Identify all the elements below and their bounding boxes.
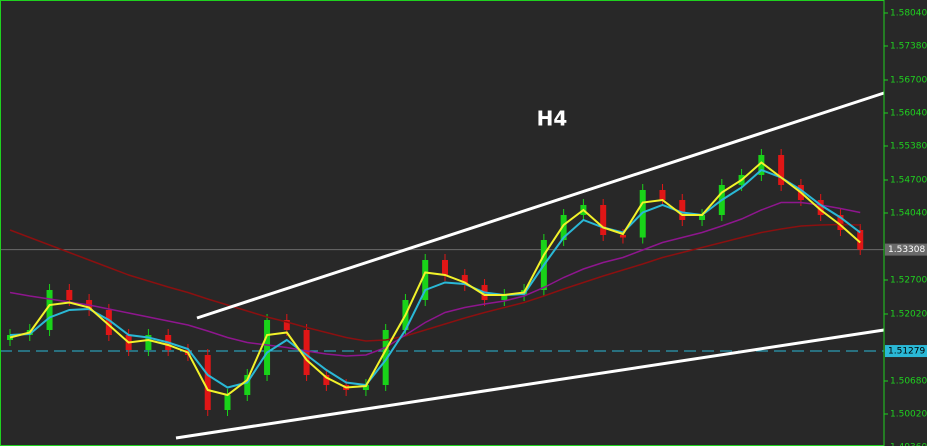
candle-body — [66, 290, 73, 300]
y-tick-label: 1.57380 — [890, 42, 927, 52]
candle-body — [224, 395, 231, 410]
candle-body — [857, 230, 864, 250]
candle-body — [817, 200, 824, 215]
price-badge — [885, 243, 927, 256]
y-tick-label: 1.58040 — [890, 9, 927, 19]
candle-body — [758, 155, 765, 175]
candle-body — [204, 355, 211, 410]
candle-body — [283, 320, 290, 330]
candle-body — [837, 215, 844, 230]
candle-body — [362, 385, 369, 390]
y-tick-label: 1.56040 — [890, 109, 927, 119]
candle-body — [264, 320, 271, 375]
candle-body — [679, 200, 686, 220]
candle-body — [422, 260, 429, 300]
price-badge — [885, 345, 927, 358]
trend-line-lower — [175, 328, 885, 440]
candle-body — [619, 235, 626, 238]
candle-body — [699, 215, 706, 220]
y-tick-label: 1.55380 — [890, 142, 927, 152]
candle-body — [303, 330, 310, 375]
y-tick-label: 1.52700 — [890, 276, 927, 286]
timeframe-label: H4 — [537, 107, 568, 131]
moving-average — [9, 168, 861, 389]
candle-body — [560, 215, 567, 240]
candle-body — [323, 375, 330, 385]
candle-body — [105, 310, 112, 335]
candle-body — [145, 335, 152, 350]
trend-line-upper — [196, 91, 885, 320]
y-tick-label: 1.54040 — [890, 209, 927, 219]
candle-body — [600, 205, 607, 235]
y-tick-label: 1.50020 — [890, 410, 927, 420]
price-badge-label: 1.53308 — [888, 245, 925, 255]
candle-body — [244, 375, 251, 395]
candle-body — [659, 190, 666, 200]
candle-body — [501, 295, 508, 300]
y-tick-label: 1.56700 — [890, 76, 927, 86]
moving-average — [9, 201, 861, 357]
candle-body — [461, 275, 468, 285]
candle-body — [46, 290, 53, 330]
y-tick-label: 1.49360 — [890, 443, 927, 446]
y-tick-label: 1.50680 — [890, 377, 927, 387]
candle-body — [382, 330, 389, 385]
y-tick-label: 1.52020 — [890, 310, 927, 320]
moving-average — [9, 223, 861, 342]
price-badge-label: 1.51279 — [888, 347, 925, 357]
candle-body — [778, 155, 785, 185]
moving-average — [9, 161, 861, 397]
y-tick-label: 1.54700 — [890, 176, 927, 186]
candle-body — [442, 260, 448, 275]
